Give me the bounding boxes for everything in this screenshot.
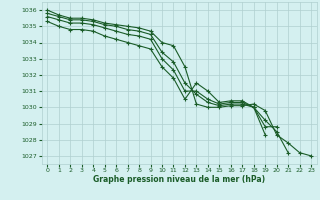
X-axis label: Graphe pression niveau de la mer (hPa): Graphe pression niveau de la mer (hPa) bbox=[93, 175, 265, 184]
